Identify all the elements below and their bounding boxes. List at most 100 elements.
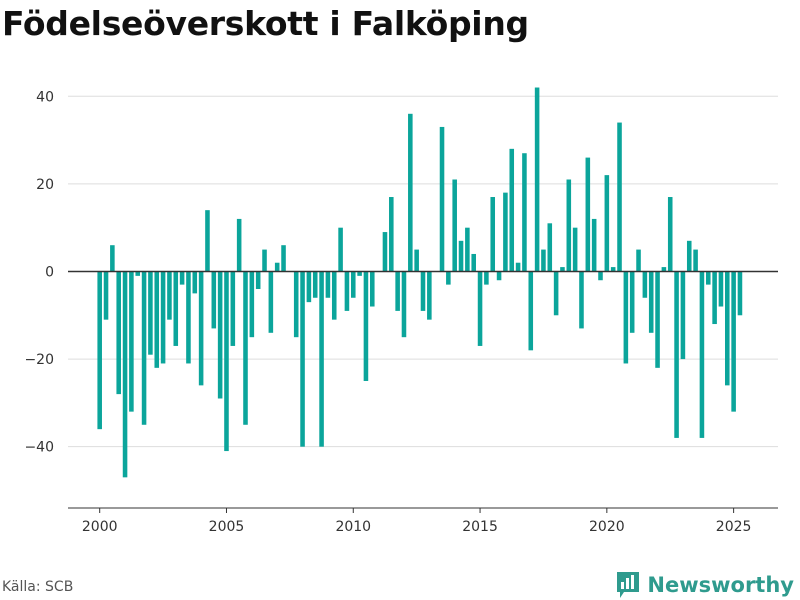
y-tick-label: 0 [45, 264, 54, 280]
bar [515, 262, 521, 272]
x-tick-label: 2025 [716, 519, 752, 535]
bar [154, 271, 160, 368]
bar [363, 271, 369, 381]
x-tick-label: 2010 [335, 519, 371, 535]
bar [414, 249, 419, 272]
bar [312, 271, 318, 298]
bar [452, 179, 457, 272]
bar [122, 271, 128, 478]
bar [623, 271, 629, 364]
bar [198, 271, 204, 386]
bar [173, 271, 179, 346]
bar [446, 271, 451, 285]
bar [705, 271, 711, 285]
bar [268, 271, 274, 333]
bar [129, 271, 134, 412]
bar [331, 271, 337, 320]
bar [370, 271, 375, 307]
bar [629, 271, 635, 333]
bar [718, 271, 724, 307]
source-note: Källa: SCB [2, 579, 74, 595]
bar [110, 245, 115, 272]
bar [591, 218, 597, 272]
bar [281, 245, 286, 272]
bar [617, 122, 622, 272]
brand-name: Newsworthy [647, 573, 794, 597]
bar [205, 210, 210, 272]
bar [382, 232, 388, 272]
bar [642, 271, 648, 298]
bar [179, 271, 185, 285]
bar [667, 197, 673, 272]
bar [725, 271, 730, 386]
bar [598, 271, 603, 281]
bar [528, 271, 534, 351]
x-tick-label: 2015 [462, 519, 498, 535]
bar [135, 271, 141, 276]
bar [712, 271, 717, 325]
y-tick-label: −40 [24, 440, 54, 456]
axes: −40 −20 0 20 40 2000 2005 2010 2015 2020 2025 [24, 89, 778, 535]
bar [427, 271, 432, 320]
bar [699, 271, 705, 438]
bar [116, 271, 121, 395]
bar [401, 271, 407, 338]
bar [300, 271, 305, 447]
bar [338, 227, 343, 272]
bar [186, 271, 191, 364]
bar [560, 267, 565, 272]
bar [236, 218, 242, 272]
bar [262, 249, 267, 272]
bar [604, 175, 610, 272]
bar [572, 227, 578, 272]
bar [274, 262, 280, 272]
bar [636, 249, 641, 272]
bar [103, 271, 109, 320]
bar [243, 271, 248, 425]
bar [496, 271, 502, 281]
bar [566, 179, 572, 272]
bar [465, 227, 470, 272]
x-tick-label: 2000 [82, 519, 118, 535]
bar [160, 271, 166, 364]
bar [148, 271, 153, 355]
bar [395, 271, 400, 311]
bar [503, 192, 508, 272]
bar [389, 197, 394, 272]
bar [585, 157, 591, 272]
bar-chart-logo-icon [617, 572, 640, 598]
bar [522, 153, 527, 272]
bar [230, 271, 236, 346]
bar [547, 223, 553, 272]
bar [458, 240, 464, 272]
bar [655, 271, 660, 368]
bar [553, 271, 559, 316]
bar [471, 253, 476, 272]
bar [350, 271, 356, 298]
bar [167, 271, 172, 320]
bar [249, 271, 255, 338]
bar [192, 271, 198, 294]
bar [610, 267, 616, 272]
bar [674, 271, 679, 438]
y-tick-label: 40 [36, 89, 54, 105]
bar [211, 271, 217, 329]
y-tick-label: −20 [24, 352, 54, 368]
chart-title: Födelseöverskott i Falköping [2, 4, 529, 43]
bar [648, 271, 654, 333]
bar [420, 271, 426, 311]
bar [97, 271, 102, 430]
bar [490, 197, 496, 272]
y-tick-label: 20 [36, 177, 54, 193]
bar [484, 271, 489, 285]
bar [737, 271, 743, 316]
bar [344, 271, 350, 311]
bar [408, 113, 413, 272]
bar [141, 271, 147, 425]
bar [731, 271, 736, 412]
bar [680, 271, 686, 360]
bar [477, 271, 483, 346]
bar [661, 267, 667, 272]
bar [541, 249, 546, 272]
